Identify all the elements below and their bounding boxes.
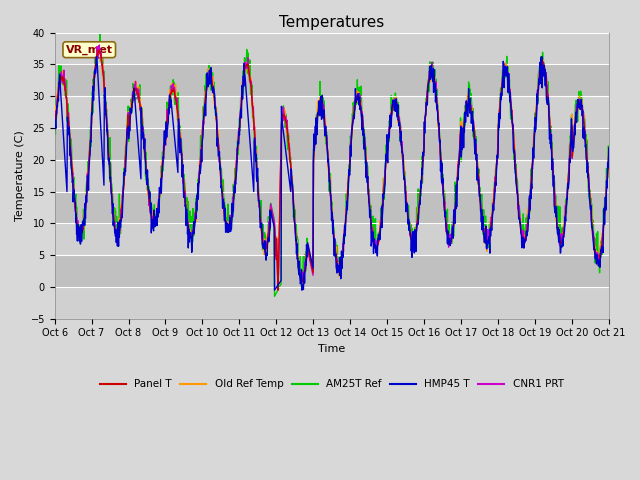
Legend: Panel T, Old Ref Temp, AM25T Ref, HMP45 T, CNR1 PRT: Panel T, Old Ref Temp, AM25T Ref, HMP45 … [96, 375, 568, 394]
Bar [54, 160, 609, 192]
Bar [54, 64, 609, 96]
Title: Temperatures: Temperatures [279, 15, 385, 30]
Bar [54, 287, 609, 319]
Bar [54, 255, 609, 287]
Bar [54, 223, 609, 255]
Bar [54, 192, 609, 223]
X-axis label: Time: Time [318, 344, 346, 354]
Bar [54, 33, 609, 64]
Y-axis label: Temperature (C): Temperature (C) [15, 130, 25, 221]
Text: VR_met: VR_met [66, 45, 113, 55]
Bar [54, 96, 609, 128]
Bar [54, 128, 609, 160]
